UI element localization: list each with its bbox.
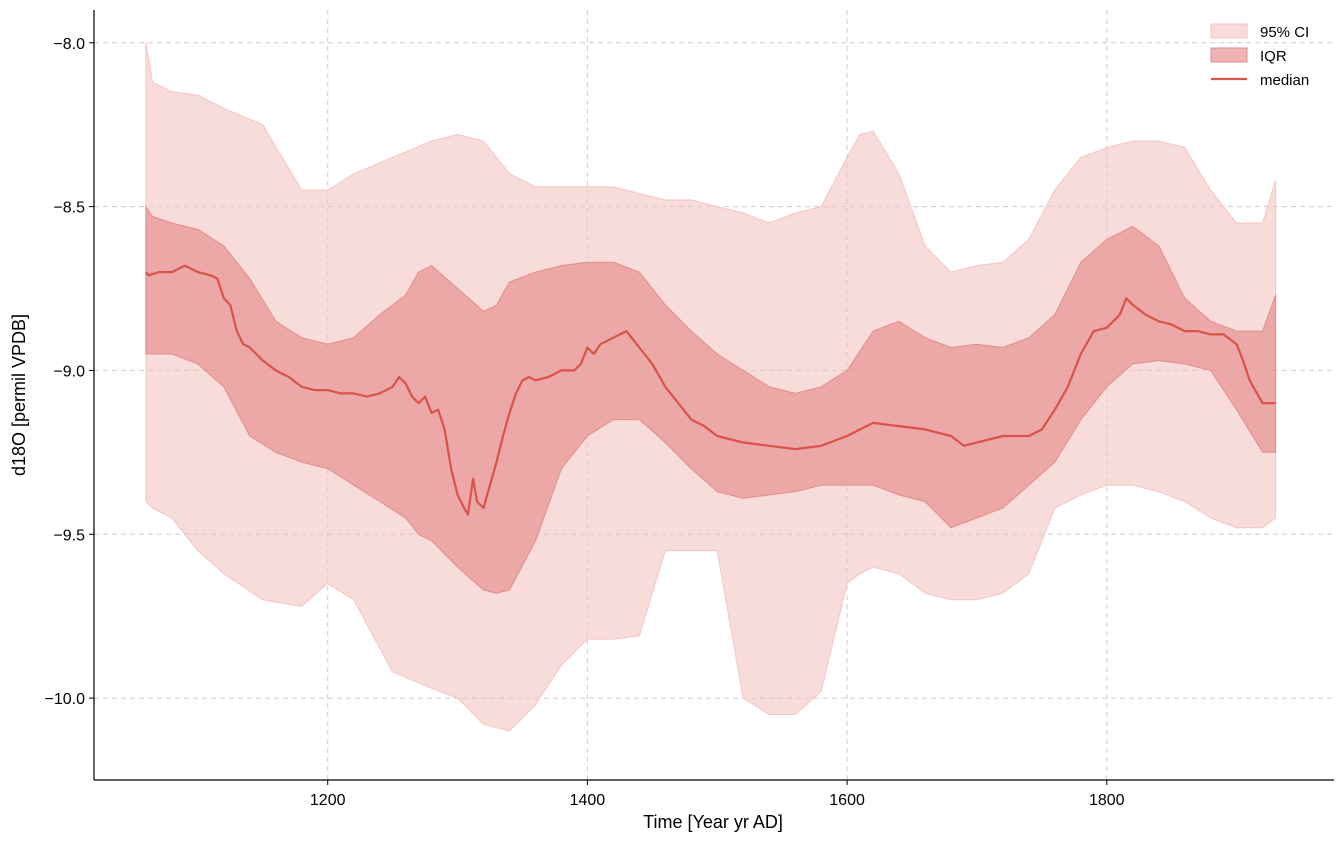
y-axis-title: d18O [permil VPDB] [9,314,29,476]
legend: 95% CI IQR median [1210,23,1309,89]
data-bands [145,42,1277,732]
axes [93,10,1334,781]
legend-label: 95% CI [1260,24,1309,41]
legend-iqr-swatch [1210,47,1248,63]
legend-ci-swatch [1210,23,1248,39]
ticks: 1200 1400 1600 1800 −8.0 −8.5 −9.0 −9.5 −10.0 [45,36,1125,809]
grid-lines [94,10,1334,780]
y-tick-label: −8.0 [53,36,85,53]
x-tick-label: 1200 [310,792,346,809]
x-axis-title: Time [Year yr AD] [643,812,783,832]
y-tick-label: −9.5 [53,527,85,544]
y-tick-label: −9.0 [53,363,85,380]
data-lines [145,264,1276,516]
legend-label: IQR [1260,48,1287,65]
x-tick-label: 1600 [829,792,865,809]
x-tick-label: 1400 [570,792,606,809]
y-tick-label: −10.0 [45,691,86,708]
y-tick-label: −8.5 [53,200,85,217]
median-line [145,264,1276,516]
iqr-band [145,204,1277,594]
legend-label: median [1260,72,1309,89]
x-tick-label: 1800 [1089,792,1125,809]
